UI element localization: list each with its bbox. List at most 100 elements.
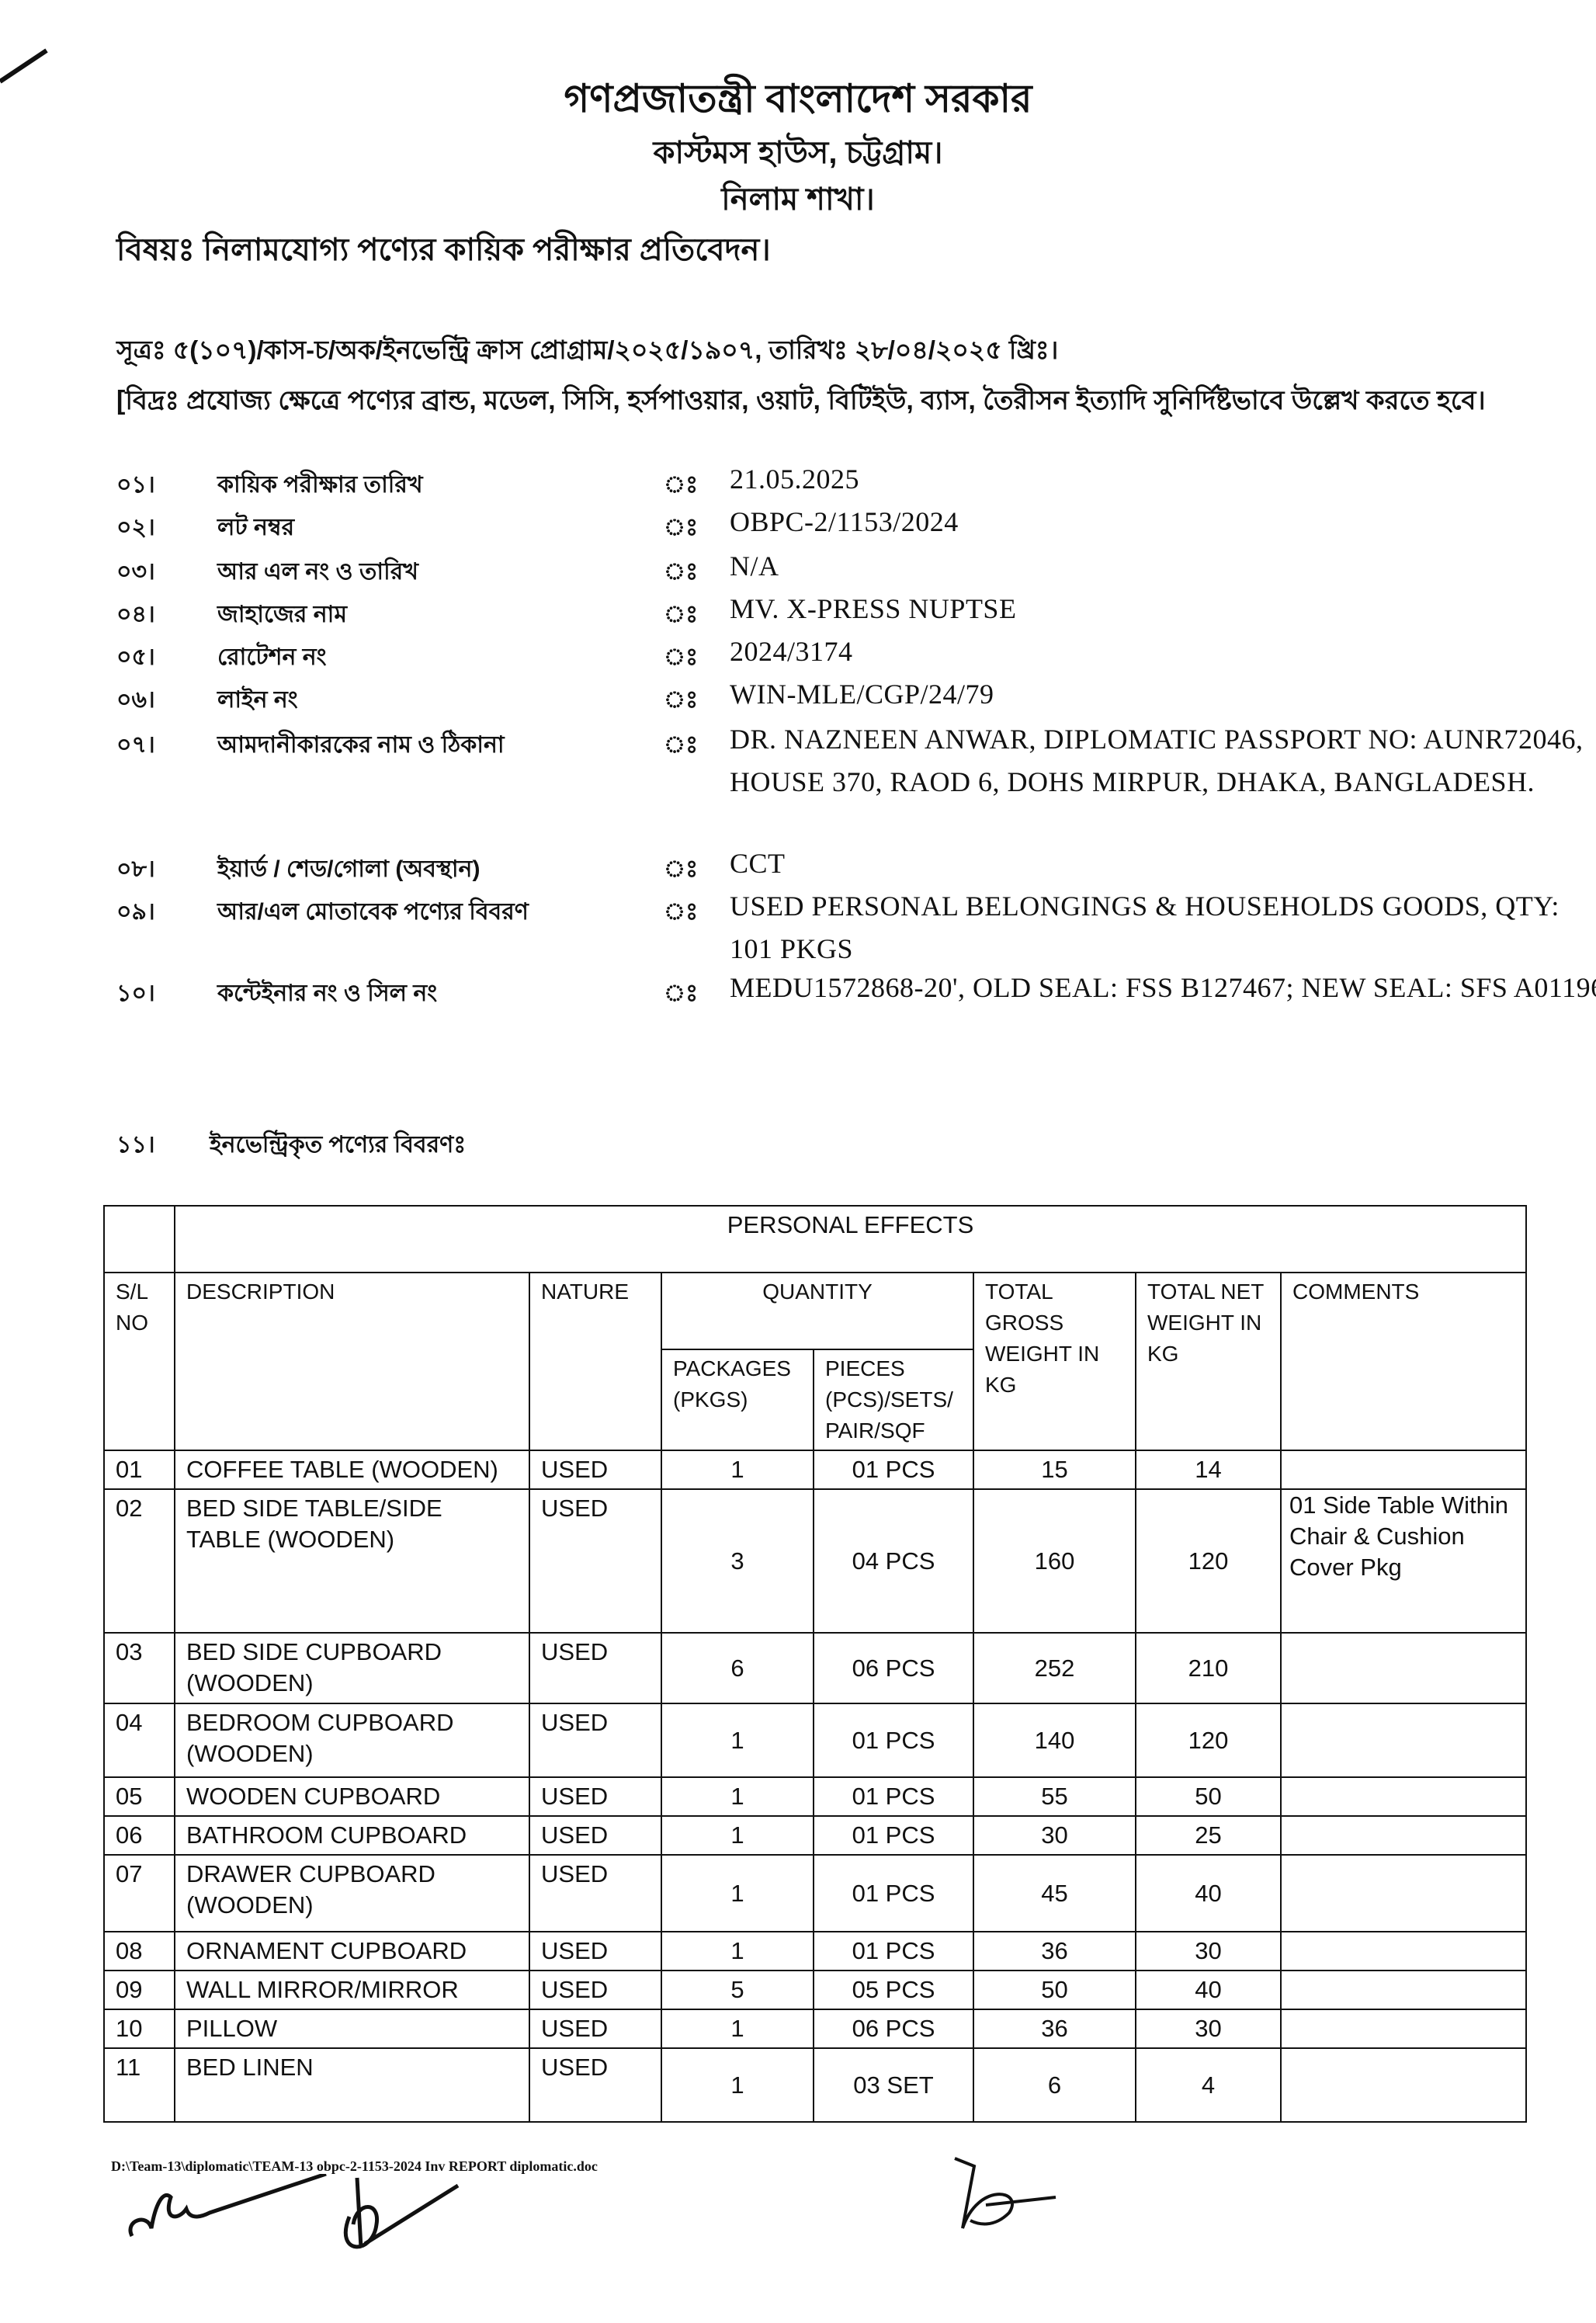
table-row: 03 BED SIDE CUPBOARD (WOODEN) USED 6 06 PCS 2… [103,1632,1527,1704]
cell-net-weight: 30 [1135,2009,1282,2049]
subject: বিষয়ঃ নিলামযোগ্য পণ্যের কায়িক পরীক্ষার… [116,233,771,267]
info-label: আমদানীকারকের নাম ও ঠিকানা [217,732,505,758]
header-comments: COMMENTS [1280,1272,1527,1451]
cell-nature: USED [529,2047,662,2123]
table-title: PERSONAL EFFECTS [174,1205,1527,1273]
info-value: WIN-MLE/CGP/24/79 [730,679,994,710]
header-pieces: PIECES (PCS)/SETS/ PAIR/SQF [813,1349,974,1451]
cell-description: COFFEE TABLE (WOODEN) [174,1450,530,1490]
info-colon: ঃ [664,644,699,670]
cell-description: BATHROOM CUPBOARD [174,1815,530,1856]
cell-gross-weight: 50 [973,1970,1136,2010]
cell-pieces: 06 PCS [813,1632,974,1704]
note: [বিদ্রঃ প্রযোজ্য ক্ষেত্রে পণ্যের ব্রান্ড… [116,386,1486,415]
cell-comments: 01 Side Table Within Chair & Cushion Cov… [1280,1488,1527,1634]
info-number: ০২। [116,515,155,540]
cell-comments [1280,1450,1527,1490]
pen-mark-icon [0,48,48,84]
header-office: কাস্টমস হাউস, চট্টগ্রাম। [653,136,943,170]
info-label: আর এল নং ও তারিখ [217,559,418,585]
signature-3-icon [954,2157,1056,2229]
cell-description: WALL MIRROR/MIRROR [174,1970,530,2010]
file-path: D:\Team-13\diplomatic\TEAM-13 obpc-2-115… [111,2158,598,2174]
info-number: ০৪। [116,602,155,627]
cell-sl: 06 [103,1815,175,1856]
cell-sl: 01 [103,1450,175,1490]
cell-comments [1280,1815,1527,1856]
cell-gross-weight: 36 [973,2009,1136,2049]
table-row: 09 WALL MIRROR/MIRROR USED 5 05 PCS 50 40 [103,1970,1527,2010]
cell-pieces: 01 PCS [813,1854,974,1932]
header-section: নিলাম শাখা। [721,182,875,217]
cell-packages: 1 [661,2047,814,2123]
info-label: লট নম্বর [217,515,295,540]
table-row: 02 BED SIDE TABLE/SIDE TABLE (WOODEN) USED… [103,1488,1527,1634]
signature-1-icon [128,2174,327,2238]
cell-pieces: 04 PCS [813,1488,974,1634]
cell-net-weight: 4 [1135,2047,1282,2123]
info-number: ০৮। [116,856,155,882]
cell-pieces: 01 PCS [813,1776,974,1817]
info-value: CCT [730,848,786,879]
cell-packages: 3 [661,1488,814,1634]
cell-comments [1280,1931,1527,1971]
info-label: লাইন নং [217,687,298,713]
cell-nature: USED [529,1703,662,1778]
info-number: ০৬। [116,687,155,713]
cell-packages: 5 [661,1970,814,2010]
cell-comments [1280,1970,1527,2010]
info-value: N/A [730,550,779,582]
info-label: আর/এল মোতাবেক পণ্যের বিবরণ [217,899,529,925]
cell-description: WOODEN CUPBOARD [174,1776,530,1817]
cell-packages: 1 [661,1450,814,1490]
info-colon: ঃ [664,981,699,1006]
cell-packages: 1 [661,1815,814,1856]
table-row: 07 DRAWER CUPBOARD (WOODEN) USED 1 01 PCS 45 4… [103,1854,1527,1932]
cell-pieces: 06 PCS [813,2009,974,2049]
cell-comments [1280,1703,1527,1778]
table-row: 04 BEDROOM CUPBOARD (WOODEN) USED 1 01 PCS 14… [103,1703,1527,1778]
table-row: 05 WOODEN CUPBOARD USED 1 01 PCS 55 50 [103,1776,1527,1817]
cell-description: ORNAMENT CUPBOARD [174,1931,530,1971]
cell-gross-weight: 55 [973,1776,1136,1817]
cell-net-weight: 40 [1135,1854,1282,1932]
signature-2-icon [343,2177,460,2249]
cell-description: PILLOW [174,2009,530,2049]
info-label: রোটেশন নং [217,644,327,670]
header-nature: NATURE [529,1272,662,1451]
cell-comments [1280,1776,1527,1817]
cell-pieces: 05 PCS [813,1970,974,2010]
cell-pieces: 01 PCS [813,1931,974,1971]
cell-nature: USED [529,1488,662,1634]
cell-net-weight: 120 [1135,1703,1282,1778]
cell-nature: USED [529,1776,662,1817]
info-number: ০১। [116,472,155,498]
cell-sl: 07 [103,1854,175,1932]
info-value: USED PERSONAL BELONGINGS & HOUSEHOLDS GO… [730,891,1560,964]
header-net-weight: TOTAL NET WEIGHT IN KG [1135,1272,1282,1451]
cell-nature: USED [529,2009,662,2049]
info-colon: ঃ [664,899,699,925]
cell-net-weight: 40 [1135,1970,1282,2010]
cell-description: BED LINEN [174,2047,530,2123]
table-row: 08 ORNAMENT CUPBOARD USED 1 01 PCS 36 30 [103,1931,1527,1971]
cell-comments [1280,1854,1527,1932]
cell-nature: USED [529,1450,662,1490]
cell-nature: USED [529,1970,662,2010]
cell-sl: 05 [103,1776,175,1817]
cell-net-weight: 210 [1135,1632,1282,1704]
info-label: কন্টেইনার নং ও সিল নং [217,981,438,1006]
section-number: ১১। [116,1132,155,1158]
cell-pieces: 01 PCS [813,1450,974,1490]
info-number: ১০। [116,981,155,1006]
cell-pieces: 03 SET [813,2047,974,2123]
section-label: ইনভেন্ট্রিকৃত পণ্যের বিবরণঃ [210,1132,467,1158]
cell-sl: 03 [103,1632,175,1704]
cell-gross-weight: 140 [973,1703,1136,1778]
cell-sl: 11 [103,2047,175,2123]
cell-sl: 02 [103,1488,175,1634]
header-description: DESCRIPTION [174,1272,530,1451]
cell-packages: 6 [661,1632,814,1704]
cell-sl: 09 [103,1970,175,2010]
info-colon: ঃ [664,856,699,882]
